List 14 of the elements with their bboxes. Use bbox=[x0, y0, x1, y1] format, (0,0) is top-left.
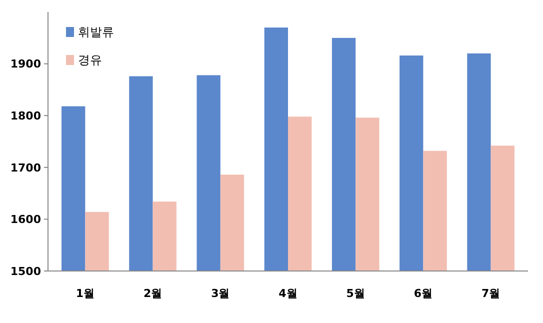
y-tick-label: 1500 bbox=[10, 264, 42, 278]
y-tick-label: 1700 bbox=[10, 161, 42, 174]
legend-label: 경유 bbox=[78, 53, 102, 68]
x-tick-label: 1월 bbox=[76, 287, 95, 300]
y-tick-label: 1600 bbox=[10, 213, 42, 226]
x-tick-label: 4월 bbox=[278, 287, 298, 300]
legend-label: 휘발류 bbox=[78, 25, 114, 40]
x-tick-label: 6월 bbox=[414, 287, 433, 300]
y-tick-label: 1800 bbox=[10, 109, 42, 122]
x-tick-label: 5월 bbox=[346, 287, 365, 300]
x-tick-label: 7월 bbox=[481, 287, 500, 300]
x-tick-label: 2월 bbox=[143, 287, 162, 300]
x-tick-label: 3월 bbox=[211, 287, 230, 300]
y-tick-label: 1900 bbox=[10, 58, 42, 71]
